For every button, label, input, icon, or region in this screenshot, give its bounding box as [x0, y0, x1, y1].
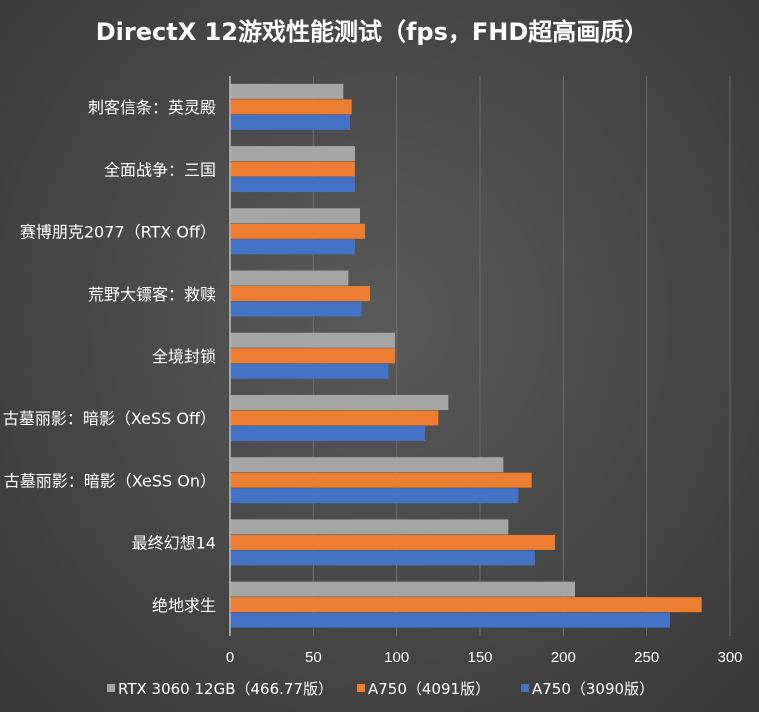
bar — [230, 286, 370, 302]
bar — [230, 301, 362, 317]
legend-swatch — [357, 684, 365, 692]
category-label: 全面战争：三国 — [104, 160, 216, 179]
category-label: 荒野大镖客：救赎 — [88, 285, 216, 304]
legend-label: A750（4091版） — [368, 680, 490, 698]
category-label: 刺客信条：英灵殿 — [88, 98, 216, 117]
bar — [230, 425, 425, 441]
bar — [230, 488, 519, 504]
category-label: 最终幻想14 — [132, 534, 216, 553]
x-tick-label: 250 — [634, 649, 659, 666]
x-tick-label: 150 — [467, 649, 492, 666]
bar — [230, 332, 395, 348]
x-tick-label: 0 — [226, 649, 234, 666]
bar — [230, 270, 349, 286]
bar — [230, 410, 439, 426]
category-label: 古墓丽影：暗影（XeSS On） — [4, 471, 216, 490]
category-label: 古墓丽影：暗影（XeSS Off） — [3, 409, 216, 428]
x-tick-label: 200 — [551, 649, 576, 666]
bar — [230, 472, 532, 488]
bar — [230, 363, 389, 379]
bar — [230, 83, 344, 99]
bar — [230, 457, 504, 473]
bar — [230, 550, 535, 566]
category-label: 赛博朋克2077（RTX Off） — [20, 223, 216, 242]
bar — [230, 99, 352, 115]
bar — [230, 223, 365, 239]
bar — [230, 581, 575, 597]
legend: RTX 3060 12GB（466.77版） A750（4091版） A750（30… — [107, 680, 654, 698]
bar — [230, 161, 355, 177]
legend-label: RTX 3060 12GB（466.77版） — [118, 680, 333, 698]
bar — [230, 612, 670, 628]
category-label: 全境封锁 — [152, 347, 216, 366]
x-tick-label: 50 — [305, 649, 322, 666]
x-tick-label: 300 — [717, 649, 742, 666]
bar — [230, 534, 555, 550]
category-label: 绝地求生 — [152, 596, 216, 615]
bar — [230, 239, 355, 255]
bar — [230, 348, 395, 364]
bar — [230, 208, 360, 224]
x-tick-label: 100 — [384, 649, 409, 666]
bar — [230, 597, 702, 613]
bar — [230, 146, 355, 162]
legend-label: A750（3090版） — [532, 680, 654, 698]
bar — [230, 114, 350, 130]
x-tick-labels: 0 50 100 150 200 250 300 — [226, 649, 743, 666]
bars — [230, 83, 702, 628]
legend-swatch — [521, 684, 529, 692]
bar — [230, 519, 509, 535]
legend-swatch — [107, 684, 115, 692]
bar — [230, 177, 355, 193]
bar — [230, 394, 449, 410]
chart-title: DirectX 12游戏性能测试（fps，FHD超高画质） — [96, 18, 649, 46]
